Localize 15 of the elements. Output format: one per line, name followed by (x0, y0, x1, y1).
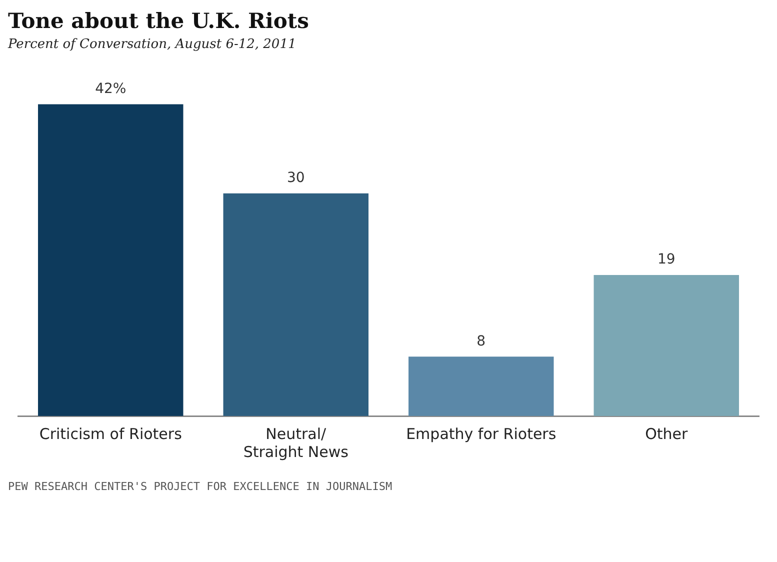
x-tick-label: Other (645, 424, 688, 443)
bar (223, 193, 368, 416)
bar (594, 274, 739, 416)
chart-subtitle: Percent of Conversation, August 6-12, 2011 (8, 37, 298, 52)
x-tick-label: Criticism of Rioters (39, 424, 182, 443)
bar (408, 356, 554, 416)
x-tick-label: Empathy for Rioters (406, 424, 556, 443)
x-tick-label: Neutral/ Straight News (243, 424, 349, 461)
data-label: 42% (95, 80, 126, 97)
data-label: 8 (476, 333, 486, 350)
data-label: 30 (286, 170, 305, 186)
chart-title: Tone about the U.K. Riots (8, 8, 310, 33)
data-label: 19 (657, 252, 676, 268)
text: PEW RESEARCH CENTER'S PROJECT FOR EXCELLENCE IN JOURNALISM (8, 480, 394, 493)
bar (38, 104, 184, 416)
